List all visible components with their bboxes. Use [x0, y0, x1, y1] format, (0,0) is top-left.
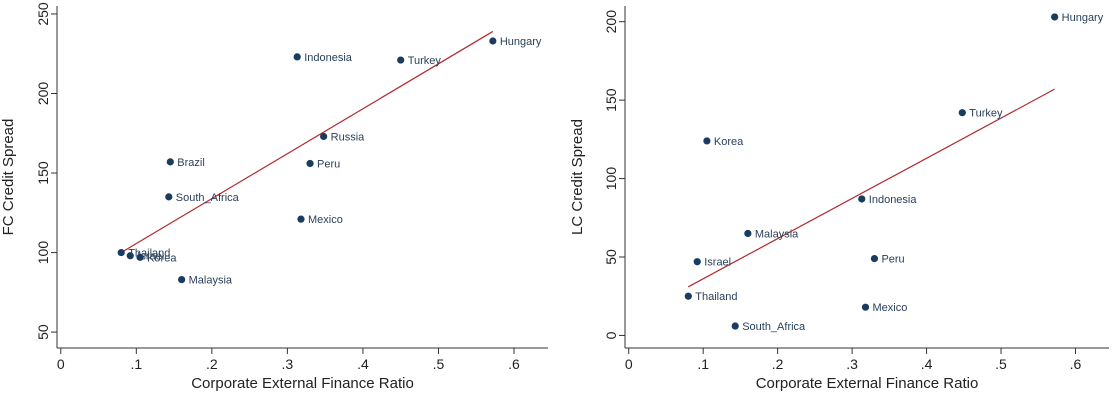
point-label-turkey: Turkey [408, 55, 442, 67]
fitted-trend-line [120, 30, 494, 254]
point-label-malaysia: Malaysia [755, 228, 799, 240]
point-label-peru: Peru [881, 254, 904, 266]
x-tick-label: .5 [433, 356, 445, 372]
y-tick-label: 50 [603, 249, 619, 265]
fc-credit-spread-scatter-chart: 50 100 150 200 250 0 .1 .2 .3 .4 .5 .6 Corporate Ext… [0, 2, 548, 392]
x-tick-label: .5 [995, 356, 1007, 372]
point-label-south-africa: South_Africa [176, 192, 240, 204]
data-point-thailand [117, 248, 125, 257]
data-point-hungary [489, 37, 497, 45]
y-tick-label: 100 [35, 241, 51, 265]
point-label-israel: Israel [137, 251, 164, 263]
point-label-peru: Peru [317, 158, 340, 170]
point-label-hungary: Hungary [500, 36, 542, 48]
data-point-israel [126, 252, 134, 260]
point-label-brazil: Brazil [177, 157, 205, 169]
x-tick-label: .3 [282, 356, 294, 372]
y-axis-title: FC Credit Spread [0, 119, 17, 236]
data-point-peru [306, 159, 314, 168]
y-tick-label: 0 [603, 331, 619, 339]
x-axis-title: Corporate External Finance Ratio [756, 375, 979, 392]
data-point-thailand [684, 292, 692, 300]
point-label-turkey: Turkey [969, 108, 1003, 120]
data-point-south-africa [165, 193, 173, 201]
data-point-south-africa [731, 322, 739, 330]
point-label-mexico: Mexico [308, 214, 343, 226]
data-point-malaysia [744, 229, 752, 238]
data-point-korea [136, 253, 144, 261]
point-label-south-africa: South_Africa [742, 321, 806, 333]
data-point-indonesia [858, 195, 866, 203]
x-tick-label: .2 [772, 356, 784, 372]
point-label-korea: Korea [147, 252, 177, 264]
point-label-indonesia: Indonesia [869, 194, 918, 206]
y-tick-label: 200 [35, 82, 51, 106]
x-tick-label: .4 [921, 356, 933, 372]
point-label-indonesia: Indonesia [304, 52, 353, 64]
y-tick-label: 150 [603, 88, 619, 112]
point-label-thailand: Thailand [695, 291, 737, 303]
y-axis-title: LC Credit Spread [569, 119, 586, 235]
x-tick-label: .6 [1070, 356, 1082, 372]
point-label-hungary: Hungary [1062, 12, 1104, 24]
y-tick-label: 50 [35, 324, 51, 340]
data-point-mexico [297, 215, 305, 223]
point-label-russia: Russia [331, 131, 366, 143]
data-point-malaysia [178, 276, 186, 284]
y-tick-label: 100 [603, 167, 619, 191]
data-point-turkey [958, 109, 966, 117]
data-point-turkey [397, 56, 405, 64]
x-tick-label: .1 [130, 356, 142, 372]
fitted-trend-line [688, 88, 1055, 288]
data-point-indonesia [293, 53, 301, 61]
x-tick-label: 0 [57, 356, 65, 372]
x-tick-label: .4 [357, 356, 369, 372]
data-point-hungary [1051, 13, 1059, 21]
x-tick-label: .3 [846, 356, 858, 372]
y-tick-label: 200 [603, 10, 619, 34]
y-tick-label: 250 [35, 2, 51, 26]
x-tick-label: .6 [508, 356, 520, 372]
data-point-mexico [861, 303, 870, 311]
x-tick-label: .1 [697, 356, 709, 372]
x-axis-title: Corporate External Finance Ratio [191, 375, 414, 392]
point-label-malaysia: Malaysia [189, 275, 233, 287]
data-point-israel [693, 258, 701, 266]
y-tick-label: 150 [35, 161, 51, 185]
x-tick-label: 0 [625, 356, 633, 372]
lc-credit-spread-scatter-chart: 0 50 100 150 200 0 .1 .2 .3 .4 .5 .6 Corporate Exter… [569, 6, 1109, 392]
data-point-peru [870, 254, 879, 263]
x-tick-label: .2 [206, 356, 218, 372]
point-label-mexico: Mexico [873, 302, 908, 314]
data-point-korea [703, 137, 711, 145]
point-label-korea: Korea [714, 136, 744, 148]
point-label-israel: Israel [704, 257, 731, 269]
data-point-russia [320, 132, 328, 141]
data-point-brazil [166, 158, 174, 166]
